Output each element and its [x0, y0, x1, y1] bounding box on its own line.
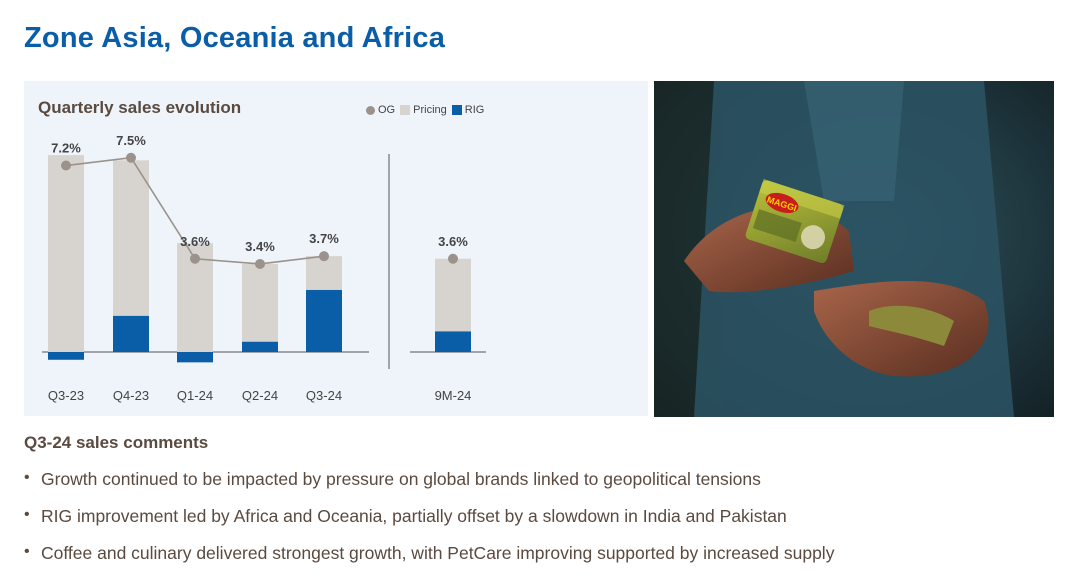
list-item: • Coffee and culinary delivered stronges…: [24, 541, 834, 578]
legend-rig-label: RIG: [464, 104, 485, 116]
rig-bar-1: [113, 315, 149, 352]
product-photo: MAGGI: [654, 81, 1054, 417]
page-title: Zone Asia, Oceania and Africa: [24, 22, 446, 54]
og-point-0: [61, 160, 71, 171]
comment-text: Growth continued to be impacted by press…: [41, 469, 761, 489]
legend-og: OG: [366, 104, 395, 116]
rig-bar-2: [177, 352, 213, 363]
comment-text: RIG improvement led by Africa and Oceani…: [41, 506, 787, 526]
comments-title: Q3-24 sales comments: [24, 433, 209, 452]
chart-title: Quarterly sales evolution: [38, 98, 242, 117]
og-point-1: [126, 152, 136, 163]
legend-pricing: Pricing: [400, 104, 447, 116]
og-data-label-3: 3.4%: [245, 239, 275, 254]
og-point-3: [255, 258, 265, 269]
chart-legend: OG Pricing RIG: [366, 104, 489, 116]
comments-list: • Growth continued to be impacted by pre…: [24, 467, 834, 578]
x-tick-label-3: Q2-24: [242, 388, 278, 403]
x-tick-label-2: Q1-24: [177, 388, 213, 403]
comment-text: Coffee and culinary delivered strongest …: [41, 543, 835, 563]
og-point-2: [190, 253, 200, 264]
og-data-label-1: 7.5%: [116, 133, 146, 148]
x-tick-label-1: Q4-23: [113, 388, 149, 403]
og-data-label-2: 3.6%: [180, 234, 210, 249]
legend-pricing-marker: [400, 105, 411, 115]
legend-rig-marker: [451, 105, 462, 115]
list-item: • Growth continued to be impacted by pre…: [24, 467, 834, 504]
legend-og-marker: [366, 105, 375, 115]
legend-pricing-label: Pricing: [413, 104, 447, 116]
x-tick-label-ytd: 9M-24: [435, 388, 472, 403]
rig-bar-3: [242, 341, 278, 352]
list-item: • RIG improvement led by Africa and Ocea…: [24, 504, 834, 541]
hands-holding-bouillon-cube-photo: MAGGI: [654, 81, 1054, 417]
legend-rig: RIG: [451, 104, 485, 116]
chart-panel: Quarterly sales evolution OG Pricing RIG…: [24, 81, 648, 416]
og-point-4: [319, 251, 329, 262]
pricing-bar-3: [242, 263, 278, 342]
og-data-label-4: 3.7%: [309, 231, 339, 246]
rig-bar-0: [48, 352, 84, 360]
pricing-bar-1: [113, 160, 149, 316]
x-tick-label-0: Q3-23: [48, 388, 84, 403]
x-tick-label-4: Q3-24: [306, 388, 342, 403]
legend-og-label: OG: [378, 104, 396, 116]
rig-bar-ytd: [435, 331, 471, 352]
og-data-label-0: 7.2%: [51, 141, 81, 156]
pricing-bar-0: [48, 155, 84, 352]
chart-plot: Q3-23 Q4-23 Q1-24 Q2-24 Q3-24 9M-24 7.2% 7.5% 3.…: [42, 133, 486, 403]
og-data-label-ytd: 3.6%: [438, 234, 468, 249]
pricing-bar-4: [306, 256, 342, 290]
pricing-bar-ytd: [435, 258, 471, 332]
bullet-icon: •: [24, 543, 30, 560]
og-point-ytd: [448, 253, 458, 264]
rig-bar-4: [306, 289, 342, 352]
bullet-icon: •: [24, 506, 30, 523]
bullet-icon: •: [24, 469, 30, 486]
